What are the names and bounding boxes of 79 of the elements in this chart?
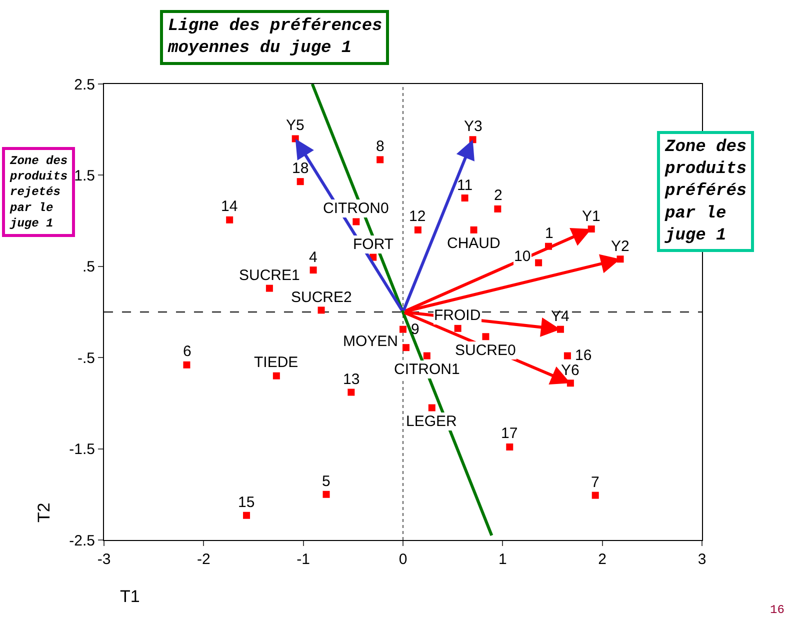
point <box>266 284 273 292</box>
point <box>506 443 514 450</box>
y-tick-label: 2.5 <box>74 76 95 94</box>
series-label: CHAUD <box>447 235 500 252</box>
series-label: 15 <box>238 494 255 511</box>
series-label: SUCRE1 <box>239 267 300 284</box>
y-tick-label: .5 <box>82 258 95 276</box>
series-label: TIEDE <box>254 354 298 371</box>
point <box>402 344 410 352</box>
series-label: 1 <box>545 225 554 242</box>
point <box>352 218 360 226</box>
x-tick-label: 3 <box>698 551 706 568</box>
x-tick-label: -2 <box>197 551 210 568</box>
x-tick-label: -1 <box>296 551 310 568</box>
x-tick-label: 0 <box>398 551 408 568</box>
series-label: LEGER <box>406 413 458 430</box>
series-label: 6 <box>183 343 192 360</box>
series-label: SUCRE0 <box>455 342 516 359</box>
y-tick-label: -1.5 <box>69 441 95 458</box>
x-tick-label: 2 <box>598 551 606 568</box>
series-label: 13 <box>343 371 360 388</box>
point <box>535 259 542 266</box>
series-label: 10 <box>514 248 531 265</box>
series-label: 18 <box>292 160 309 177</box>
point <box>296 178 304 186</box>
series-label: 2 <box>494 187 502 204</box>
point <box>226 216 234 224</box>
point <box>318 306 325 314</box>
point <box>592 492 599 499</box>
text: Zone des produits rejetés par le juge 1 <box>9 154 68 230</box>
point <box>348 388 355 396</box>
series-label: 4 <box>309 249 318 266</box>
series-label: 9 <box>411 321 420 338</box>
series-label: 12 <box>409 208 426 225</box>
series-label: 14 <box>221 198 238 215</box>
x-axis-title: T1 <box>120 587 140 606</box>
point <box>454 324 462 332</box>
series-label: 7 <box>591 474 600 491</box>
series-label: MOYEN <box>343 333 398 350</box>
point <box>272 372 280 380</box>
annotation: Y1 <box>582 208 600 225</box>
annotation: Y5 <box>286 117 304 134</box>
series-label: SUCRE2 <box>291 289 352 306</box>
y-axis-title: T2 <box>34 502 54 522</box>
point <box>376 156 384 164</box>
point <box>428 404 436 412</box>
y-tick-label: -.5 <box>77 350 95 367</box>
series-label: FORT <box>353 236 394 253</box>
annotation: Y3 <box>464 118 482 135</box>
point <box>243 512 250 519</box>
series-label: FROID <box>434 307 481 324</box>
point <box>423 352 430 360</box>
point <box>183 361 190 368</box>
point <box>400 326 406 333</box>
y-tick-label: -2.5 <box>69 532 95 550</box>
x-tick-label: 1 <box>498 551 507 568</box>
point <box>322 490 330 498</box>
text: Ligne des préférences moyennes du juge 1 <box>167 17 382 58</box>
text: 16 <box>770 603 784 617</box>
point <box>494 205 502 212</box>
series-label: 11 <box>457 177 473 194</box>
point <box>482 333 490 340</box>
annotation: Zone des produits préférés par le juge 1 <box>664 138 747 246</box>
point <box>461 194 468 202</box>
x-tick-label: -3 <box>97 551 111 568</box>
series-label: 16 <box>575 347 592 364</box>
point <box>414 226 422 234</box>
series-label: 8 <box>376 138 384 155</box>
annotation: Y6 <box>561 362 580 379</box>
annotation: Y4 <box>551 308 570 325</box>
annotation: Y2 <box>611 238 630 255</box>
series-label: CITRON1 <box>394 361 460 378</box>
y-tick-label: 1.5 <box>74 167 95 184</box>
series-label: 5 <box>322 473 330 490</box>
point <box>470 226 478 234</box>
series-label: CITRON0 <box>323 200 389 217</box>
point <box>564 352 571 360</box>
point <box>310 266 317 274</box>
series-label: 17 <box>501 425 518 442</box>
